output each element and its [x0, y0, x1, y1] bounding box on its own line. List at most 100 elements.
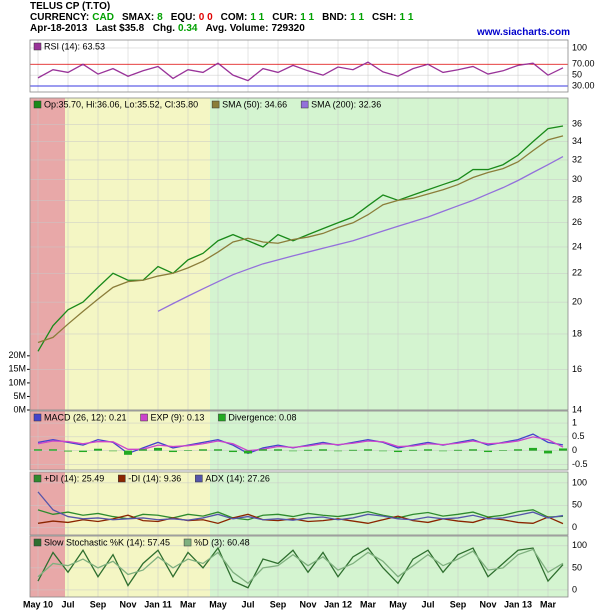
indicator-value: 1 1 — [300, 12, 315, 23]
indicator-label: CSH: — [372, 12, 397, 23]
legend-swatch — [33, 538, 42, 547]
bar — [109, 450, 117, 452]
y-tick-label: 28 — [572, 195, 582, 205]
bar — [214, 449, 222, 451]
x-tick-label: Jul — [421, 599, 434, 609]
legend-swatch — [183, 538, 192, 547]
y-tick-label: 100 — [572, 477, 587, 487]
legend-label: +DI (14): 25.49 — [44, 473, 104, 483]
x-tick-label: Mar — [180, 599, 197, 609]
y2-tick-label: 10M — [8, 377, 26, 387]
website[interactable]: www.siacharts.com — [477, 27, 570, 38]
y-tick-label: 18 — [572, 328, 582, 338]
bar — [364, 449, 372, 451]
x-tick-label: Jul — [241, 599, 254, 609]
legend-label: ADX (14): 27.26 — [205, 473, 270, 483]
bar — [64, 450, 72, 452]
bar — [169, 450, 177, 453]
x-tick-label: May 10 — [23, 599, 53, 609]
legend-label: SMA (50): 34.66 — [222, 99, 287, 109]
indicator-label: CURRENCY: — [30, 12, 90, 23]
x-tick-label: Nov — [479, 599, 496, 609]
legend-label: -DI (14): 9.36 — [128, 473, 181, 483]
panel-frame — [29, 535, 569, 598]
bar — [349, 449, 357, 451]
y2-tick-label: 0M — [13, 404, 26, 414]
bar — [484, 450, 492, 453]
bar — [154, 447, 162, 451]
x-tick-label: Mar — [360, 599, 377, 609]
indicator-label: SMAX: — [121, 12, 155, 23]
indicator-value: CAD — [92, 12, 114, 23]
bar — [229, 450, 237, 453]
legend-swatch — [33, 474, 42, 483]
y-tick-label: 36 — [572, 119, 582, 129]
y-tick-label: 24 — [572, 241, 582, 251]
y-tick-label: 0 — [572, 584, 577, 594]
legend-label: %D (3): 60.48 — [194, 537, 250, 547]
line-series — [37, 436, 564, 452]
bar — [79, 450, 87, 453]
zone — [65, 472, 210, 535]
zone — [210, 472, 568, 535]
y-tick-label: 32 — [572, 154, 582, 164]
bar — [184, 450, 192, 451]
x-tick-label: Jan 11 — [144, 599, 172, 609]
x-tick-label: May — [389, 599, 407, 609]
zone — [30, 98, 65, 410]
bar — [454, 449, 462, 451]
line-series — [157, 156, 564, 312]
y-tick-label: 50 — [572, 70, 582, 80]
avg-volume: 729320 — [271, 23, 305, 34]
y-tick-label: 22 — [572, 268, 582, 278]
bar — [124, 450, 132, 455]
x-tick-label: Jan 13 — [504, 599, 532, 609]
line-series — [37, 491, 564, 521]
line-series — [37, 548, 564, 585]
bar — [394, 450, 402, 453]
bar — [199, 449, 207, 451]
indicator-label: COM: — [220, 12, 248, 23]
bar — [304, 449, 312, 451]
legend-swatch — [33, 42, 42, 51]
y-tick-label: 30.00 — [572, 80, 595, 90]
x-tick-label: Mar — [540, 599, 557, 609]
y-tick-label: 14 — [572, 404, 582, 414]
bar — [139, 449, 147, 451]
title: TELUS CP (T.TO) — [30, 1, 111, 12]
y-tick-label: 34 — [572, 136, 582, 146]
zone — [210, 411, 568, 470]
avg-volume-label: Avg. Volume: — [205, 23, 269, 34]
indicator-label: CUR: — [272, 12, 298, 23]
legend-label: Op:35.70, Hi:36.06, Lo:35.52, Cl:35.80 — [44, 99, 198, 109]
x-tick-label: Jul — [61, 599, 74, 609]
bar — [379, 450, 387, 452]
line-series — [37, 513, 564, 525]
y-tick-label: 100 — [572, 540, 587, 550]
indicator-value: 1 1 — [399, 12, 414, 23]
x-tick-label: Sep — [270, 599, 287, 609]
x-tick-label: Sep — [450, 599, 467, 609]
indicator-value: 1 1 — [350, 12, 365, 23]
legend-label: EXP (9): 0.13 — [151, 412, 205, 422]
bar — [409, 449, 417, 451]
legend-swatch — [195, 474, 203, 483]
zone — [210, 536, 568, 597]
bar — [244, 450, 252, 454]
panel-frame — [29, 97, 569, 411]
y2-tick-label: 5M — [13, 391, 26, 401]
indicator-value: 1 1 — [250, 12, 265, 23]
panel-frame — [29, 39, 569, 93]
last: Last $35.8 — [95, 23, 145, 34]
date: Apr-18-2013 — [30, 23, 88, 34]
bar — [34, 449, 42, 451]
x-tick-label: May — [209, 599, 227, 609]
legend-swatch — [33, 100, 42, 109]
legend-label: MACD (26, 12): 0.21 — [44, 412, 127, 422]
y-tick-label: 26 — [572, 217, 582, 227]
y-tick-label: 0.5 — [572, 431, 585, 441]
x-tick-label: Jan 12 — [324, 599, 352, 609]
bar — [259, 449, 267, 451]
